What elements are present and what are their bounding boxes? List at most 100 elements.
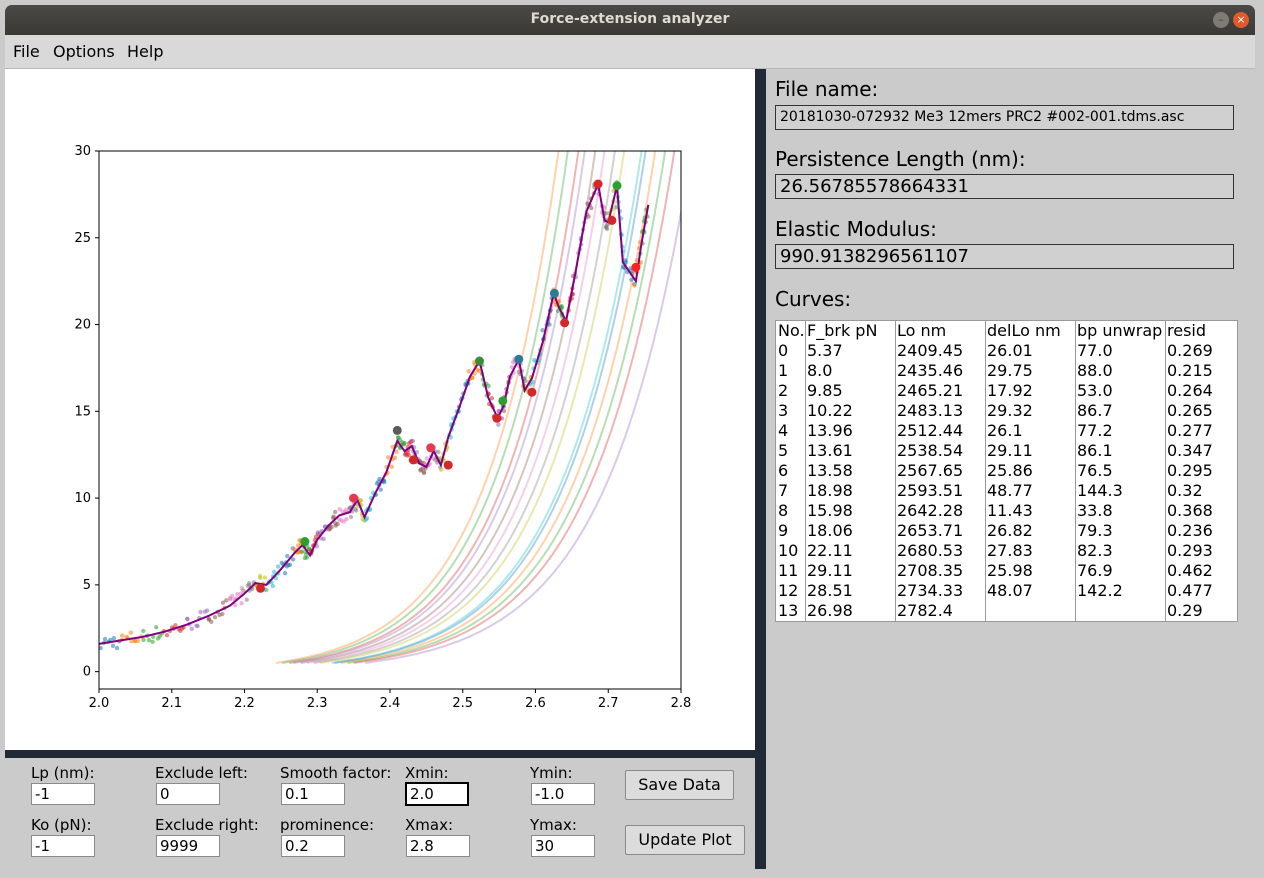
data-point [164, 633, 170, 638]
curves-cell: 6 [778, 461, 789, 480]
curves-cell: 26.98 [807, 601, 853, 620]
fit-curve [331, 151, 643, 664]
data-point [282, 571, 288, 576]
fit-curve [293, 151, 586, 664]
curves-cell: 17.92 [987, 381, 1033, 400]
prominence-input[interactable]: 0.2 [281, 835, 345, 857]
exclude-left-input[interactable]: 0 [156, 783, 220, 805]
curves-cell: 86.7 [1077, 401, 1113, 420]
data-point [466, 369, 471, 374]
curves-cell: 10 [778, 541, 799, 560]
data-point [335, 521, 340, 527]
break-marker [514, 354, 524, 364]
minimize-icon[interactable]: – [1213, 12, 1229, 28]
curves-column: delLo nm 26.01 29.75 17.92 29.32 26.1 29.11 25.… [985, 321, 1076, 621]
curves-cell: 18.98 [807, 481, 853, 500]
data-point [424, 456, 429, 461]
break-marker [527, 387, 537, 397]
data-point [406, 452, 411, 458]
data-point [354, 508, 359, 513]
data-point [220, 611, 225, 617]
x-tick-label: 2.2 [234, 696, 255, 711]
ymax-input[interactable]: 30 [531, 835, 595, 857]
update-plot-button[interactable]: Update Plot [625, 825, 745, 855]
data-point [321, 536, 326, 542]
xmax-input[interactable]: 2.8 [406, 835, 470, 857]
curves-cell: 13.61 [807, 441, 853, 460]
data-point [410, 438, 416, 444]
data-point [586, 214, 591, 219]
menu-file[interactable]: File [13, 42, 40, 61]
curves-cell: 2782.4 [897, 601, 953, 620]
smoothed-trace [99, 180, 650, 645]
data-point [262, 575, 268, 580]
xmin-input[interactable]: 2.0 [405, 782, 469, 806]
menu-help[interactable]: Help [127, 42, 164, 61]
ymin-input[interactable]: -1.0 [531, 783, 595, 805]
curves-cell: 2409.45 [897, 341, 964, 360]
elastic-modulus-field: 990.9138296561107 [775, 244, 1234, 269]
curves-cell: 82.3 [1077, 541, 1113, 560]
pane-divider-horizontal[interactable] [5, 750, 755, 758]
curves-cell: 3 [778, 401, 789, 420]
curves-cell: 53.0 [1077, 381, 1113, 400]
data-point [276, 564, 281, 569]
curves-cell: 2734.33 [897, 581, 964, 600]
curves-cell: 0.295 [1167, 461, 1213, 480]
curves-cell: 29.11 [987, 441, 1033, 460]
curves-cell [985, 601, 1075, 621]
fit-curve [300, 151, 597, 664]
save-data-button[interactable]: Save Data [625, 770, 734, 800]
data-point [501, 408, 507, 414]
y-tick-label: 5 [83, 578, 91, 593]
curves-cell: 11 [778, 561, 799, 580]
lp-input[interactable]: -1 [31, 783, 95, 805]
break-marker [492, 413, 502, 423]
break-marker [612, 181, 622, 191]
curves-cell: 2512.44 [897, 421, 964, 440]
data-point [198, 609, 203, 615]
curves-cell: 48.77 [987, 481, 1033, 500]
file-name-label: File name: [775, 77, 879, 101]
data-point [390, 444, 395, 450]
curves-cell: 9.85 [807, 381, 843, 400]
ko-input[interactable]: -1 [31, 835, 95, 857]
curves-cell: 11.43 [987, 501, 1033, 520]
curves-cell: 29.75 [987, 361, 1033, 380]
data-point [438, 467, 444, 472]
data-point [344, 517, 349, 522]
curves-header-cell: No. [778, 321, 805, 340]
menu-options[interactable]: Options [53, 42, 115, 61]
curves-cell: 2708.35 [897, 561, 964, 580]
data-point [114, 645, 120, 651]
curves-cell: 0.264 [1167, 381, 1213, 400]
pane-divider-vertical[interactable] [755, 69, 766, 869]
window-titlebar: Force-extension analyzer – × [5, 5, 1255, 35]
curves-cell: 79.3 [1077, 521, 1113, 540]
exclude-right-label: Exclude right: [155, 816, 259, 834]
smooth-factor-input[interactable]: 0.1 [281, 783, 345, 805]
exclude-right-input[interactable]: 9999 [156, 835, 220, 857]
curves-label: Curves: [775, 287, 852, 311]
data-point [348, 514, 354, 520]
data-point [378, 487, 383, 492]
curves-cell: 33.8 [1077, 501, 1113, 520]
data-point [329, 524, 334, 530]
break-marker [349, 493, 359, 503]
curves-table[interactable]: No. 0 1 2 3 4 5 6 7 8 9 10 11 12 13 F_brk pN 5.37 8.0 9.85… [775, 320, 1238, 622]
curves-cell: 0.293 [1167, 541, 1213, 560]
break-marker [607, 215, 617, 225]
data-point [111, 636, 117, 641]
curves-cell: 5.37 [807, 341, 843, 360]
xmin-label: Xmin: [405, 764, 449, 782]
data-point [141, 628, 146, 634]
curves-cell: 26.1 [987, 421, 1023, 440]
x-tick-label: 2.6 [525, 696, 546, 711]
curves-cell: 26.82 [987, 521, 1033, 540]
close-icon[interactable]: × [1233, 12, 1249, 28]
curves-cell: 7 [778, 481, 789, 500]
y-tick-label: 30 [74, 144, 91, 159]
data-point [386, 455, 391, 460]
data-point [239, 601, 244, 606]
data-point [135, 638, 141, 643]
